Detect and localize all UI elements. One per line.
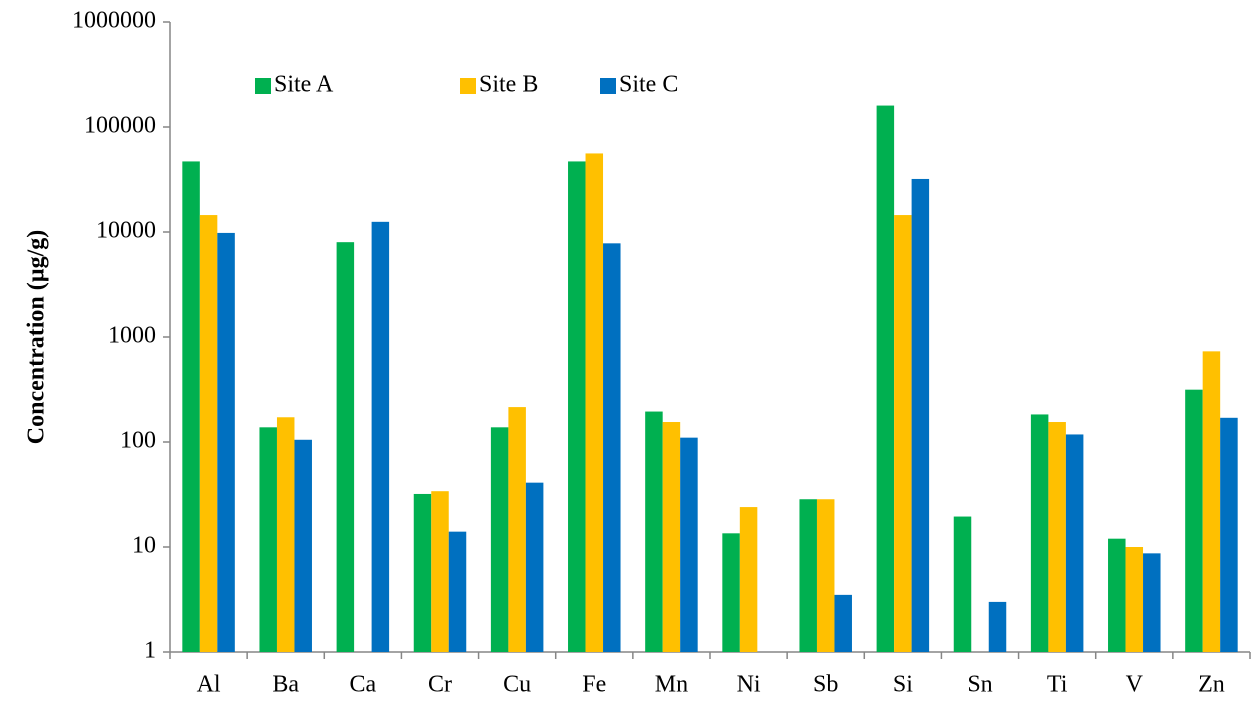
y-tick-label: 1000 (108, 323, 156, 349)
bar (739, 507, 758, 652)
x-tick-label: V (1126, 672, 1144, 698)
bar (413, 493, 432, 652)
y-tick-label: 100000 (84, 113, 156, 139)
bar (722, 533, 740, 652)
x-tick-label: Cr (428, 672, 452, 698)
bar (1185, 389, 1203, 652)
bar (876, 105, 895, 653)
bar (1125, 547, 1144, 652)
bar (371, 221, 390, 652)
x-tick-label: Sn (967, 672, 992, 698)
legend-swatch (255, 78, 271, 94)
bar (1220, 417, 1238, 652)
bar (508, 407, 526, 652)
bar (662, 422, 681, 652)
x-tick-label: Ca (350, 672, 377, 698)
bar (1048, 422, 1066, 652)
y-tick-label: 1000000 (72, 8, 156, 34)
x-tick-label: Ti (1047, 672, 1068, 698)
bar (182, 161, 200, 652)
y-tick-label: 100 (120, 428, 156, 454)
x-tick-label: Sb (813, 672, 838, 698)
bar (585, 153, 604, 653)
bar (953, 516, 972, 652)
bar (525, 482, 544, 652)
legend-swatch (460, 78, 476, 94)
y-tick-label: 10 (132, 533, 156, 559)
x-tick-label: Mn (655, 672, 688, 698)
bar (276, 417, 295, 652)
bar (816, 499, 835, 652)
bar (894, 215, 912, 652)
x-tick-label: Zn (1198, 672, 1225, 698)
bar (259, 427, 277, 652)
bar (988, 601, 1007, 652)
y-tick-label: 10000 (96, 218, 156, 244)
bar (568, 161, 586, 652)
legend-label: Site B (479, 72, 538, 98)
bar (336, 242, 355, 653)
bar (911, 178, 930, 652)
legend-label: Site C (619, 72, 678, 98)
y-axis-label: Concentration (µg/g) (24, 230, 50, 444)
x-tick-label: Fe (582, 672, 606, 698)
x-tick-label: Si (893, 672, 913, 698)
bar (1108, 538, 1126, 652)
bar (431, 491, 449, 652)
bar (799, 499, 817, 652)
bar (1143, 553, 1161, 652)
bar (490, 427, 509, 652)
bar (834, 594, 852, 652)
bar (1065, 434, 1084, 652)
legend-swatch (600, 78, 616, 94)
x-tick-label: Al (197, 672, 221, 698)
bar (680, 437, 698, 652)
bar (645, 411, 663, 652)
bar (217, 232, 235, 652)
bar (1202, 351, 1221, 652)
x-tick-label: Ni (737, 672, 761, 698)
x-tick-label: Ba (272, 672, 299, 698)
bar (199, 215, 218, 652)
x-tick-label: Cu (503, 672, 531, 698)
legend-label: Site A (274, 72, 334, 98)
y-tick-label: 1 (144, 638, 156, 664)
bar (603, 243, 621, 652)
bar (294, 439, 312, 652)
bar (1030, 414, 1049, 652)
bar (448, 531, 467, 652)
